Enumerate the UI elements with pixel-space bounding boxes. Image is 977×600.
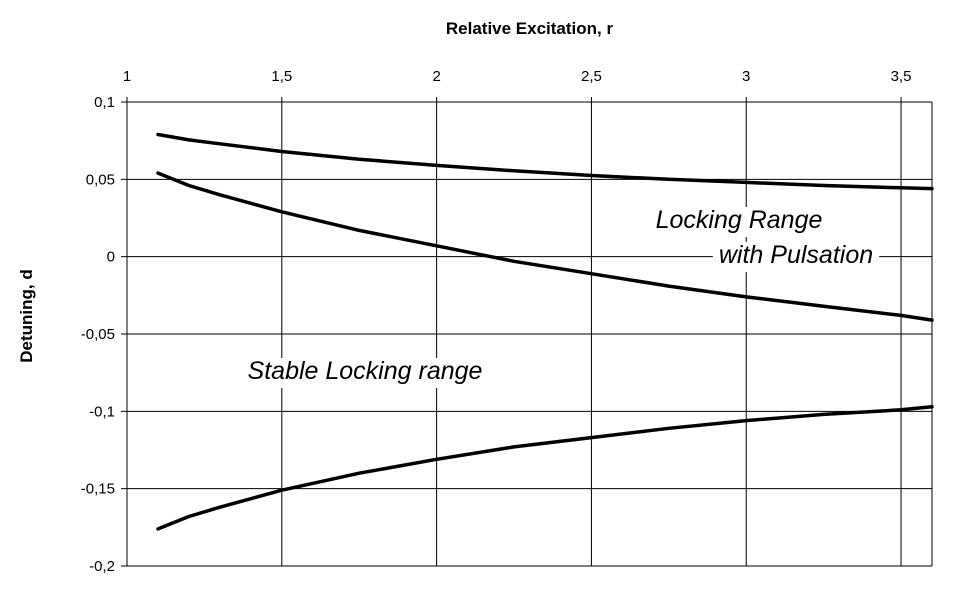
y-tick-label: -0,1 bbox=[89, 403, 115, 420]
y-tick-labels: 0,1 0,05 0 -0,05 -0,1 -0,15 -0,2 bbox=[81, 94, 115, 575]
annotations: Locking Range with Pulsation Stable Lock… bbox=[241, 206, 880, 388]
y-tick-label: 0,05 bbox=[86, 171, 115, 188]
annotation-with-pulsation: with Pulsation bbox=[719, 241, 873, 269]
annotation-stable-locking-range: Stable Locking range bbox=[248, 357, 483, 385]
x-tick-label: 1,5 bbox=[271, 68, 292, 85]
x-tick-label: 3,5 bbox=[891, 68, 912, 85]
y-tick-label: -0,2 bbox=[89, 558, 115, 575]
y-axis-title: Detuning, d bbox=[17, 269, 36, 362]
gridlines bbox=[121, 97, 933, 567]
x-axis-title: Relative Excitation, r bbox=[446, 19, 614, 38]
annotation-background bbox=[241, 358, 489, 388]
y-tick-label: 0,1 bbox=[94, 94, 115, 111]
x-tick-labels: 1 1,5 2 2,5 3 3,5 bbox=[123, 68, 912, 85]
annotation-background bbox=[649, 207, 829, 237]
x-tick-label: 2,5 bbox=[581, 68, 602, 85]
x-tick-label: 1 bbox=[123, 68, 131, 85]
x-tick-label: 2 bbox=[432, 68, 440, 85]
y-tick-label: -0,15 bbox=[81, 481, 115, 498]
y-tick-label: -0,05 bbox=[81, 326, 115, 343]
series-line-3 bbox=[156, 404, 934, 531]
annotation-locking-range: Locking Range bbox=[656, 206, 823, 234]
series-line-2 bbox=[156, 171, 934, 322]
y-tick-label: 0 bbox=[107, 249, 115, 266]
data-series bbox=[156, 132, 934, 531]
series-line-1 bbox=[156, 132, 934, 191]
annotation-background bbox=[712, 242, 880, 272]
x-tick-label: 3 bbox=[742, 68, 750, 85]
